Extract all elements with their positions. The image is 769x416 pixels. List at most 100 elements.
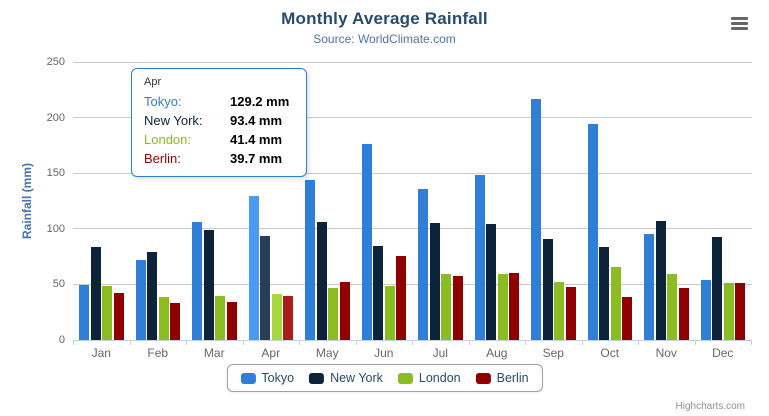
x-axis-tick <box>186 340 187 345</box>
x-axis-tick <box>638 340 639 345</box>
gridline-100 <box>73 228 752 230</box>
bar-new-york-jul[interactable] <box>429 223 440 340</box>
chart-title: Monthly Average Rainfall <box>281 9 488 28</box>
tooltip-row-berlin: Berlin: 39.7 mm <box>144 149 296 168</box>
x-axis-label-jan: Jan <box>91 346 111 360</box>
bar-tokyo-jun[interactable] <box>361 144 372 340</box>
x-axis-label-apr: Apr <box>261 346 281 360</box>
x-axis-tick <box>412 340 413 345</box>
bar-berlin-nov[interactable] <box>678 287 689 340</box>
bar-london-may[interactable] <box>328 287 338 340</box>
gridline-50 <box>73 283 752 285</box>
x-axis-tick <box>694 340 696 345</box>
bar-london-jun[interactable] <box>384 286 395 340</box>
bar-berlin-may[interactable] <box>339 281 350 340</box>
x-axis-tick <box>242 340 244 345</box>
legend-item-london[interactable]: London <box>397 371 461 385</box>
bar-london-apr[interactable] <box>271 293 282 340</box>
bar-new-york-mar[interactable] <box>203 230 214 340</box>
y-axis-label-200: 200 <box>46 111 65 124</box>
menu-bar <box>731 16 748 20</box>
bar-berlin-jan[interactable] <box>113 292 124 340</box>
x-axis-tick <box>299 340 300 345</box>
tooltip-header: Apr <box>144 76 162 88</box>
bar-new-york-dec[interactable] <box>712 237 722 340</box>
tooltip-rows: Tokyo: 129.2 mm New York: 93.4 mm London: 41.… <box>144 92 296 168</box>
legend-item-berlin[interactable]: Berlin <box>475 371 529 385</box>
tooltip-series-value: 41.4 mm <box>230 132 283 147</box>
bar-new-york-may[interactable] <box>316 222 327 340</box>
y-axis-label-0: 0 <box>58 334 65 346</box>
tooltip-row-new-york: New York: 93.4 mm <box>144 111 296 130</box>
bar-new-york-feb[interactable] <box>147 252 157 340</box>
tooltip-series-label: New York: <box>144 113 203 128</box>
bar-new-york-sep[interactable] <box>542 238 553 340</box>
hamburger-menu-icon[interactable] <box>729 14 751 32</box>
legend-swatch-tokyo <box>240 372 256 384</box>
bar-berlin-apr[interactable] <box>283 295 293 340</box>
bar-tokyo-apr[interactable] <box>248 196 259 340</box>
bar-tokyo-jul[interactable] <box>418 189 428 340</box>
y-axis-label-250: 250 <box>46 56 65 68</box>
bar-tokyo-feb[interactable] <box>135 260 146 340</box>
bar-london-feb[interactable] <box>158 296 169 340</box>
legend-label-new-york: New York <box>330 371 383 385</box>
bar-berlin-oct[interactable] <box>622 296 632 340</box>
bar-berlin-jun[interactable] <box>396 256 406 340</box>
credits-link[interactable]: Highcharts.com <box>675 401 745 412</box>
bar-london-nov[interactable] <box>667 274 677 340</box>
legend-item-new-york[interactable]: New York <box>309 371 383 385</box>
tooltip-series-label: London: <box>144 132 191 147</box>
bar-london-mar[interactable] <box>215 296 225 340</box>
gridline-200 <box>73 117 752 119</box>
x-axis-label-feb: Feb <box>147 346 169 360</box>
bar-berlin-feb[interactable] <box>170 303 180 340</box>
legend-label-berlin: Berlin <box>496 371 529 385</box>
x-axis-label-jul: Jul <box>432 346 448 360</box>
gridline-250 <box>73 61 752 63</box>
bar-berlin-aug[interactable] <box>509 272 519 340</box>
bar-berlin-jul[interactable] <box>452 276 463 340</box>
bar-new-york-jun[interactable] <box>373 246 383 340</box>
bar-new-york-oct[interactable] <box>599 247 609 340</box>
bar-london-aug[interactable] <box>497 273 508 340</box>
tooltip-series-value: 39.7 mm <box>230 151 283 166</box>
menu-bar <box>731 21 748 25</box>
bar-tokyo-sep[interactable] <box>531 99 541 340</box>
bar-new-york-aug[interactable] <box>486 224 496 340</box>
legend-swatch-new-york <box>309 372 325 384</box>
legend-item-tokyo[interactable]: Tokyo <box>240 371 294 385</box>
legend-swatch-london <box>397 372 413 384</box>
bar-tokyo-aug[interactable] <box>474 174 485 340</box>
bar-tokyo-oct[interactable] <box>587 124 598 340</box>
bar-london-jul[interactable] <box>441 274 451 340</box>
bar-new-york-apr[interactable] <box>260 236 270 340</box>
bar-new-york-nov[interactable] <box>655 221 666 340</box>
x-axis-label-dec: Dec <box>712 346 734 360</box>
bar-new-york-jan[interactable] <box>90 247 101 340</box>
bar-tokyo-dec[interactable] <box>700 279 711 340</box>
legend-swatch-berlin <box>475 372 491 384</box>
bar-london-jan[interactable] <box>102 285 112 340</box>
bar-london-oct[interactable] <box>610 267 621 340</box>
bar-berlin-mar[interactable] <box>226 301 237 340</box>
x-axis-tick <box>751 340 752 345</box>
x-axis-label-may: May <box>315 346 339 360</box>
bar-tokyo-mar[interactable] <box>192 221 202 340</box>
x-axis-tick <box>355 340 357 345</box>
bar-berlin-dec[interactable] <box>735 283 745 340</box>
tooltip: Apr Tokyo: 129.2 mm New York: 93.4 mm London… <box>131 68 307 177</box>
x-axis-tick <box>73 340 74 345</box>
tooltip-series-label: Tokyo: <box>144 94 182 109</box>
bar-tokyo-may[interactable] <box>305 179 315 340</box>
x-axis-tick <box>129 340 131 345</box>
y-axis-label-100: 100 <box>46 222 65 235</box>
bar-tokyo-nov[interactable] <box>644 233 654 340</box>
tooltip-series-value: 129.2 mm <box>230 94 290 109</box>
bar-berlin-sep[interactable] <box>565 287 576 340</box>
bar-tokyo-jan[interactable] <box>79 284 89 340</box>
bar-london-sep[interactable] <box>554 281 564 340</box>
x-axis-label-aug: Aug <box>486 346 508 360</box>
bar-london-dec[interactable] <box>723 283 734 340</box>
